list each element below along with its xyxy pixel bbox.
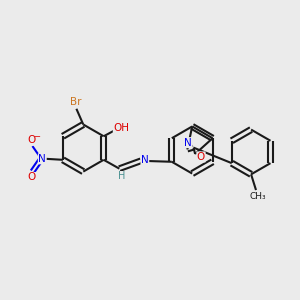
Text: OH: OH xyxy=(113,123,129,134)
Text: −: − xyxy=(33,132,40,141)
Text: N: N xyxy=(38,154,46,164)
Text: O: O xyxy=(27,135,36,145)
Text: N: N xyxy=(184,138,192,148)
Text: Br: Br xyxy=(70,97,81,107)
Text: N: N xyxy=(141,155,149,165)
Text: CH₃: CH₃ xyxy=(250,192,266,201)
Text: H: H xyxy=(118,172,125,182)
Text: O: O xyxy=(27,172,36,182)
Text: O: O xyxy=(197,152,205,162)
